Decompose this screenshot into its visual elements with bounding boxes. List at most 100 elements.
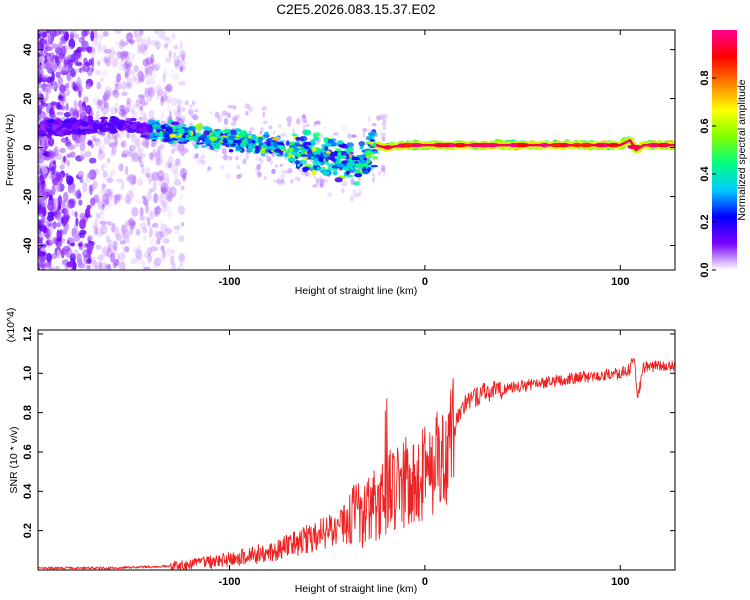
spectrogram-noise-blob <box>176 266 181 270</box>
spectrogram-noise-blob <box>78 242 83 248</box>
spectrogram-noise-blob <box>84 151 92 158</box>
spectrogram-noise-blob <box>40 247 46 252</box>
spectrogram-noise-blob <box>50 166 56 176</box>
spectrogram-noise-blob <box>118 40 124 50</box>
spectrogram-noise-blob <box>86 258 92 264</box>
spectrogram-noise-blob <box>62 191 69 203</box>
spectrogram-noise-blob <box>41 139 45 150</box>
spectrogram-noise-blob <box>128 62 132 67</box>
spectrogram-noise-blob <box>155 86 163 93</box>
spectrogram-noise-blob <box>119 51 127 60</box>
spectrogram-noise-blob <box>149 77 156 86</box>
spectrogram-noise-blob <box>159 230 166 238</box>
spectrogram-noise-blob <box>116 73 121 83</box>
spectrogram-faint-speck <box>214 112 220 118</box>
spectrogram-hotspot <box>648 142 661 148</box>
spectrogram-faint-speck <box>182 147 189 154</box>
spectrogram-noise-blob <box>138 116 144 121</box>
snr-ytick-label: 0.6 <box>22 444 34 459</box>
spectrogram-faint-speck <box>291 128 295 135</box>
spectrogram-noise-blob <box>138 94 144 105</box>
spectrogram-noise-blob <box>110 147 115 158</box>
spectrogram-noise-blob <box>163 231 169 237</box>
spectrogram-ridge-blob <box>254 148 260 154</box>
spectrogram-faint-speck <box>381 135 386 142</box>
spectrogram-noise-blob <box>131 133 137 144</box>
spectrogram-noise-blob <box>135 199 143 205</box>
spectrogram-noise-blob <box>51 43 58 49</box>
spectrogram-noise-blob <box>102 183 107 188</box>
spectrogram-noise-blob <box>91 57 95 68</box>
spectrogram-noise-blob <box>65 46 74 51</box>
spectrogram-ridge-blob <box>346 142 354 148</box>
spectrogram-noise-blob <box>119 133 123 140</box>
spectrogram-faint-speck <box>245 153 250 160</box>
spectrogram-faint-speck <box>382 113 388 118</box>
spectrogram-noise-blob <box>162 173 170 181</box>
spectrogram-ridge-blob <box>196 132 202 137</box>
spectrogram-noise-blob <box>47 224 54 235</box>
spectrogram-noise-blob <box>111 58 119 68</box>
spectrogram-noise-blob <box>139 110 146 116</box>
spectrogram-noise-blob <box>128 32 133 37</box>
spectrogram-noise-blob <box>59 69 68 75</box>
spectrogram-noise-blob <box>170 186 177 198</box>
spectrogram-noise-blob <box>114 79 119 87</box>
spectrogram-noise-blob <box>148 178 152 185</box>
spectrogram-noise-blob <box>52 160 56 165</box>
spectrogram-ridge-blob <box>235 145 241 151</box>
spectrogram-noise-blob <box>77 170 84 178</box>
spectrogram-noise-blob <box>81 35 85 41</box>
spectrogram-ridge-blob <box>371 150 380 154</box>
spectrogram-noise-blob <box>65 102 69 112</box>
spectrogram-noise-blob <box>109 47 115 55</box>
spectrogram-faint-speck <box>225 173 231 180</box>
spectrogram-noise-blob <box>125 102 132 112</box>
spectrogram-noise-blob <box>165 57 172 63</box>
spectrogram-noise-blob <box>93 137 101 142</box>
spectrogram-ridge-blob <box>334 148 342 152</box>
spectrogram-noise-blob <box>120 181 125 190</box>
spectrogram-noise-blob <box>175 158 181 167</box>
spectrogram-noise-blob <box>74 211 78 218</box>
spectrogram-hotspot <box>595 142 603 148</box>
spectrogram-faint-speck <box>266 155 271 163</box>
spectrogram-noise-blob <box>44 156 51 161</box>
spectrogram-noise-blob <box>173 73 180 81</box>
spectrogram-noise-blob <box>153 207 158 217</box>
spectrogram-faint-speck <box>230 121 237 126</box>
spectrogram-noise-blob <box>112 135 117 147</box>
spectrogram-noise-blob <box>79 178 84 183</box>
spectrogram-noise-blob <box>157 88 164 97</box>
spectrogram-ridge-blob <box>345 170 350 175</box>
spectrogram-noise-blob <box>127 240 131 245</box>
spectrogram-noise-blob <box>134 137 138 147</box>
spectrogram-noise-blob <box>150 246 159 252</box>
snr-xtick-label: -100 <box>218 576 240 588</box>
spectrogram-ridge-blob <box>143 132 151 136</box>
spectrogram-noise-blob <box>79 106 87 116</box>
spectrogram-noise-blob <box>75 51 82 61</box>
spectrogram-faint-speck <box>294 176 300 181</box>
spectrogram-noise-blob <box>90 30 95 42</box>
spectrogram-noise-blob <box>93 116 100 121</box>
spectrogram-faint-speck <box>281 133 287 137</box>
spectrogram-ridge-blob <box>179 128 185 133</box>
spectrogram-faint-speck <box>312 184 318 188</box>
spectrogram-noise-blob <box>141 216 149 222</box>
spectrogram-noise-blob <box>51 184 56 196</box>
spectrogram-noise-blob <box>39 243 47 249</box>
spectrogram-noise-blob <box>129 181 136 186</box>
spectrogram-noise-blob <box>114 194 118 206</box>
spectrogram-noise-blob <box>104 188 112 198</box>
spectrogram-noise-blob <box>66 261 74 268</box>
spectrogram-noise-blob <box>74 68 82 73</box>
spectrogram-noise-blob <box>121 140 127 149</box>
spectrogram-ridge-blob <box>233 137 241 141</box>
spectrogram-noise-blob <box>65 82 70 89</box>
spectrogram-noise-blob <box>125 60 132 69</box>
spectrogram-noise-blob <box>99 105 104 113</box>
snr-series-line <box>38 357 675 570</box>
spectrogram-ridge-blob <box>325 157 329 162</box>
spectrogram-noise-blob <box>120 141 125 148</box>
